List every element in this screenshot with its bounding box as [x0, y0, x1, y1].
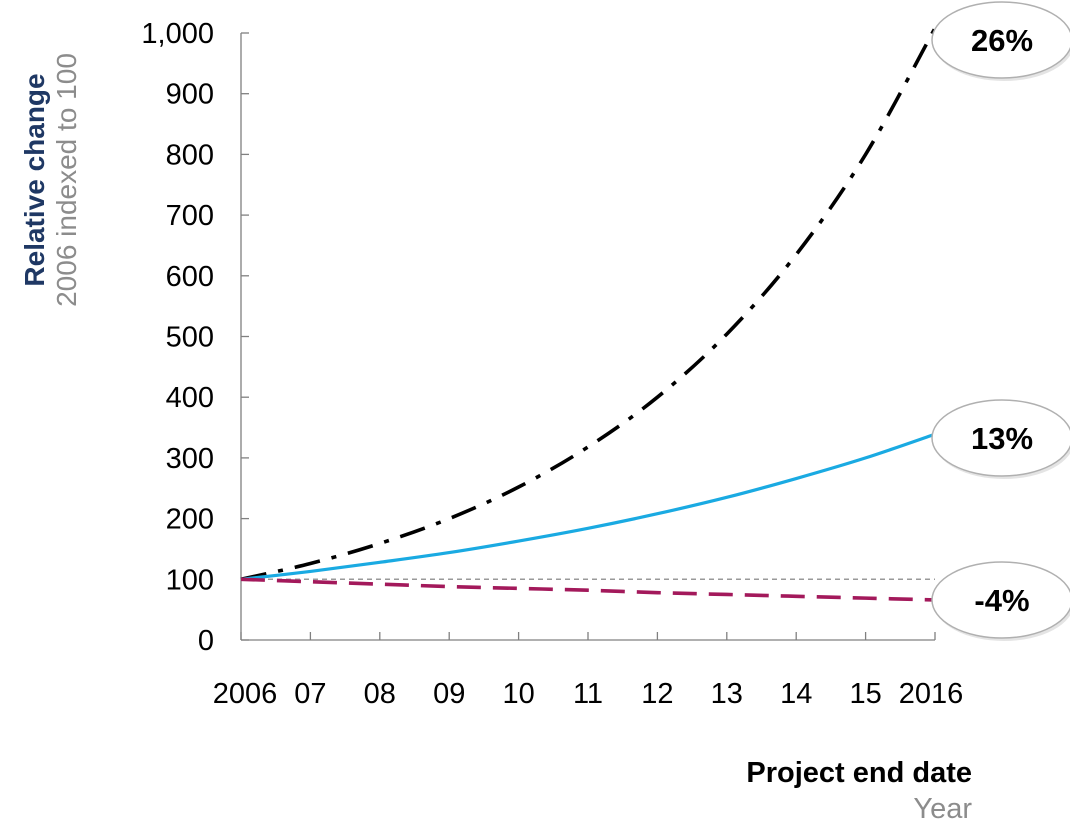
- end-label-bubbles: 26% 13% -4%: [931, 1, 1070, 641]
- y-tick-label: 0: [198, 625, 214, 657]
- y-tick-label: 500: [166, 322, 214, 354]
- end-label-26pct-bubble: [931, 1, 1070, 79]
- x-tick-label: 09: [433, 678, 465, 710]
- y-axis-title-main: Relative change: [19, 73, 50, 286]
- x-tick-label: 10: [502, 678, 534, 710]
- end-label-minus4pct-bubble: [931, 561, 1070, 639]
- y-tick-label: 900: [166, 79, 214, 111]
- y-tick-label: 700: [166, 200, 214, 232]
- axes: 0 100 200 300 400 500 600 700 800 900 1,000 2006 07 0…: [141, 18, 963, 710]
- x-tick-label: 14: [780, 678, 812, 710]
- series-line-13pct: [240, 432, 936, 581]
- end-label-26pct-text: 26%: [971, 23, 1033, 58]
- end-label-minus4pct-text: -4%: [974, 583, 1029, 618]
- y-tick-label: 200: [166, 504, 214, 536]
- series-line-minus4pct: [240, 577, 936, 602]
- x-tick-label: 15: [849, 678, 881, 710]
- x-tick-label: 2016: [899, 678, 964, 710]
- y-tick-label: 100: [166, 564, 214, 596]
- end-label-13pct-bubble: [931, 399, 1070, 477]
- y-axis-title-sub: 2006 indexed to 100: [51, 53, 82, 307]
- x-tick-label: 13: [711, 678, 743, 710]
- x-axis-title: Project end date Year: [746, 757, 972, 822]
- x-tick-label: 12: [641, 678, 673, 710]
- y-axis-title: Relative change 2006 indexed to 100: [19, 53, 82, 307]
- x-tick-label: 07: [294, 678, 326, 710]
- y-tick-label: 800: [166, 139, 214, 171]
- x-axis-title-main: Project end date: [746, 757, 972, 789]
- end-label-13pct-text: 13%: [971, 421, 1033, 456]
- y-tick-label: 300: [166, 443, 214, 475]
- y-tick-label: 600: [166, 261, 214, 293]
- y-tick-label: 400: [166, 382, 214, 414]
- y-tick-label: 1,000: [141, 18, 214, 50]
- x-tick-label: 08: [364, 678, 396, 710]
- x-tick-label: 11: [573, 678, 603, 710]
- series-lines: [240, 27, 937, 602]
- x-axis-title-sub: Year: [913, 793, 972, 822]
- series-line-26pct: [240, 27, 937, 582]
- x-tick-label: 2006: [213, 678, 278, 710]
